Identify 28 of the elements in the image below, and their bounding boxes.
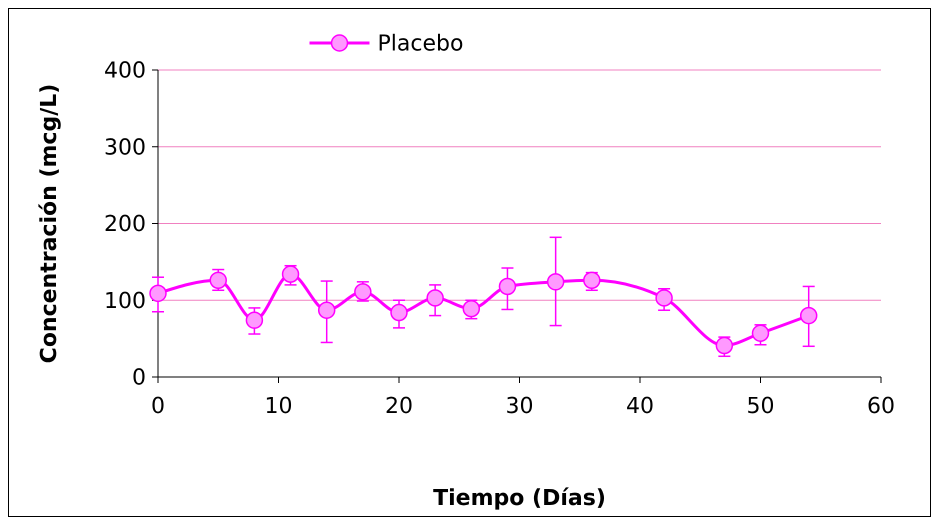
y-tick-label: 100 bbox=[104, 288, 146, 314]
y-tick-label: 200 bbox=[104, 212, 146, 238]
x-tick-label: 50 bbox=[746, 394, 774, 419]
x-tick-label: 10 bbox=[264, 394, 292, 419]
point bbox=[318, 302, 336, 319]
point bbox=[282, 265, 300, 283]
point bbox=[426, 289, 444, 307]
y-tick-label: 300 bbox=[104, 135, 146, 160]
point bbox=[498, 278, 516, 296]
y-axis-title: Concentración (mcg/L) bbox=[37, 84, 62, 364]
x-tick-label: 30 bbox=[506, 394, 534, 419]
y-tick-label: 0 bbox=[132, 366, 146, 391]
point bbox=[655, 289, 673, 307]
legend-label: Placebo bbox=[378, 32, 464, 57]
x-tick-label: 40 bbox=[626, 394, 654, 419]
point bbox=[149, 284, 167, 302]
point bbox=[246, 311, 264, 329]
y-tick-label: 400 bbox=[104, 58, 146, 84]
x-tick-label: 20 bbox=[385, 394, 413, 419]
x-axis-title: Tiempo (Días) bbox=[433, 486, 606, 511]
point bbox=[390, 304, 408, 322]
point bbox=[546, 273, 564, 291]
point bbox=[800, 306, 818, 324]
point bbox=[210, 272, 227, 290]
x-tick-label: 60 bbox=[867, 394, 895, 419]
point bbox=[752, 324, 770, 342]
point bbox=[716, 336, 734, 354]
x-tick-label: 0 bbox=[151, 394, 165, 419]
